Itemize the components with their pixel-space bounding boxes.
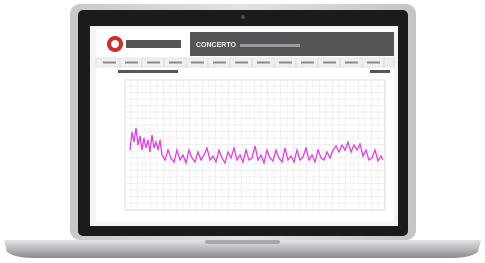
tab-label-blur xyxy=(103,62,116,64)
camera xyxy=(241,15,245,19)
page: {"header": {"title": "CONCERTO"}} CONCER… xyxy=(0,0,485,263)
logo-inner xyxy=(111,40,119,48)
tab-label-blur xyxy=(257,62,270,64)
laptop-scene: CONCERTO xyxy=(0,0,485,263)
chart-title-blur xyxy=(118,70,178,73)
chart-area xyxy=(125,80,385,210)
tab-label-blur xyxy=(125,62,138,64)
tab-label-blur xyxy=(301,62,314,64)
date-blur xyxy=(370,70,390,73)
logo-wordmark xyxy=(126,40,181,48)
app-title: CONCERTO xyxy=(196,42,236,49)
tab-label-blur xyxy=(213,62,226,64)
tab-label-blur xyxy=(367,62,380,64)
trackpad-notch xyxy=(205,240,280,244)
tab-label-blur xyxy=(345,62,358,64)
tab-label-blur xyxy=(147,62,160,64)
tab-label-blur xyxy=(323,62,336,64)
tab-label-blur xyxy=(191,62,204,64)
tab-label-blur xyxy=(235,62,248,64)
subtitle-blur xyxy=(240,44,300,47)
tab-label-blur xyxy=(169,62,182,64)
tab-label-blur xyxy=(279,62,292,64)
